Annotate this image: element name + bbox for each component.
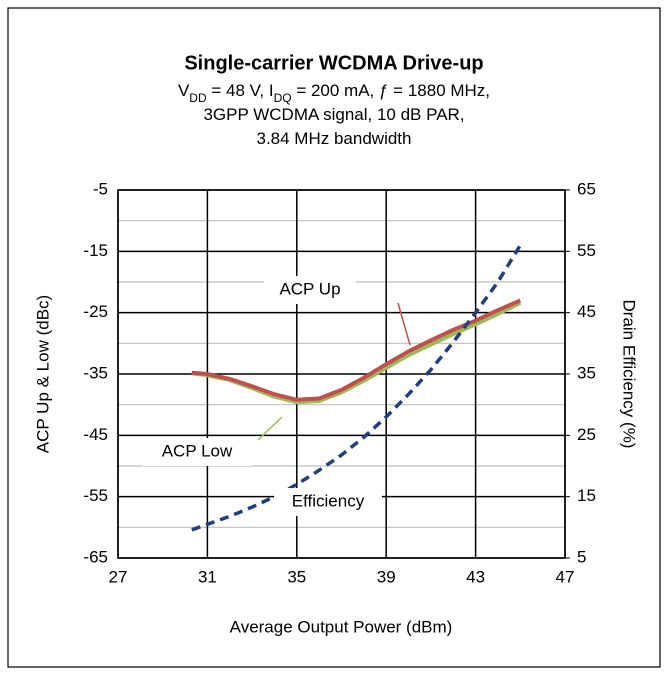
y-tick-label: -55	[83, 486, 108, 505]
legend-label: Efficiency	[292, 491, 365, 510]
frame	[7, 7, 661, 668]
x-tick-label: 47	[556, 567, 575, 586]
label-background	[142, 438, 252, 466]
subtitle-part: V	[178, 81, 190, 100]
chart-subtitle: 3GPP WCDMA signal, 10 dB PAR,	[203, 105, 464, 124]
y-axis-label: ACP Up & Low (dBc)	[33, 295, 52, 453]
subtitle-part: = 48 V, I	[207, 81, 274, 100]
subtitle-part: 3.84 MHz bandwidth	[257, 129, 412, 148]
label-background	[264, 276, 356, 304]
subtitle-part: DD	[189, 91, 207, 105]
chart-subtitle: VDD = 48 V, IDQ = 200 mA, ƒ = 1880 MHz,	[178, 81, 490, 105]
y-tick-label: -45	[83, 425, 108, 444]
label-background	[274, 488, 382, 516]
y-tick-label: -5	[93, 179, 108, 198]
leader-line	[257, 416, 283, 441]
y2-tick-label: 15	[577, 486, 596, 505]
y2-axis-label: Drain Efficiency (%)	[620, 300, 639, 449]
chart-title: Single-carrier WCDMA Drive-up	[184, 52, 483, 74]
y2-tick-label: 65	[577, 179, 596, 198]
y-tick-label: -65	[83, 547, 108, 566]
x-tick-label: 43	[466, 567, 485, 586]
x-tick-label: 27	[109, 567, 128, 586]
x-axis-label: Average Output Power (dBm)	[230, 617, 453, 636]
y2-tick-label: 35	[577, 363, 596, 382]
legend-label: ACP Up	[279, 279, 340, 298]
x-tick-label: 39	[377, 567, 396, 586]
subtitle-part: = 200 mA, ƒ = 1880 MHz,	[292, 81, 490, 100]
y-tick-label: -35	[83, 363, 108, 382]
y-tick-label: -15	[83, 241, 108, 260]
subtitle-part: DQ	[274, 91, 292, 105]
y2-tick-label: 25	[577, 425, 596, 444]
leader-line	[397, 302, 411, 346]
x-tick-label: 35	[287, 567, 306, 586]
plot-border	[117, 189, 566, 559]
legend-label: ACP Low	[162, 441, 233, 460]
chart-subtitle: 3.84 MHz bandwidth	[257, 129, 412, 148]
series-line	[191, 244, 522, 532]
x-tick-label: 31	[198, 567, 217, 586]
y2-tick-label: 45	[577, 302, 596, 321]
y2-tick-label: 55	[577, 241, 596, 260]
y-tick-label: -25	[83, 302, 108, 321]
subtitle-part: 3GPP WCDMA signal, 10 dB PAR,	[203, 105, 464, 124]
y2-tick-label: 5	[577, 547, 586, 566]
